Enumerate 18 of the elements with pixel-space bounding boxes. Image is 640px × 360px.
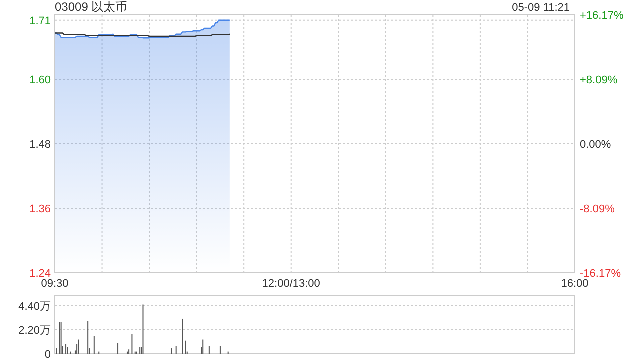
y2-tick-label: -16.17% [580, 268, 622, 280]
y-tick-label: 0 [44, 349, 51, 360]
y-tick-label: 1.71 [30, 15, 51, 28]
chart-title: 03009 以太币 [55, 0, 128, 14]
y2-tick-label: 0.00% [580, 139, 612, 151]
y2-tick-label: -8.09% [580, 204, 616, 216]
y-tick-label: 1.60 [30, 74, 51, 86]
y-tick-label: 4.40万 [18, 300, 51, 313]
x-tick-label: 16:00 [561, 278, 589, 290]
x-tick-label: 12:00/13:00 [262, 278, 320, 290]
y2-tick-label: +8.09% [580, 74, 618, 86]
y-tick-label: 1.36 [30, 204, 51, 216]
y-tick-label: 1.24 [30, 268, 51, 280]
text: 05-09 11:21 [512, 2, 570, 14]
y-tick-label: 1.48 [30, 139, 51, 151]
y2-tick-label: +16.17% [580, 10, 624, 22]
y-tick-label: 2.20万 [18, 324, 51, 337]
x-tick-label: 09:30 [41, 278, 69, 290]
